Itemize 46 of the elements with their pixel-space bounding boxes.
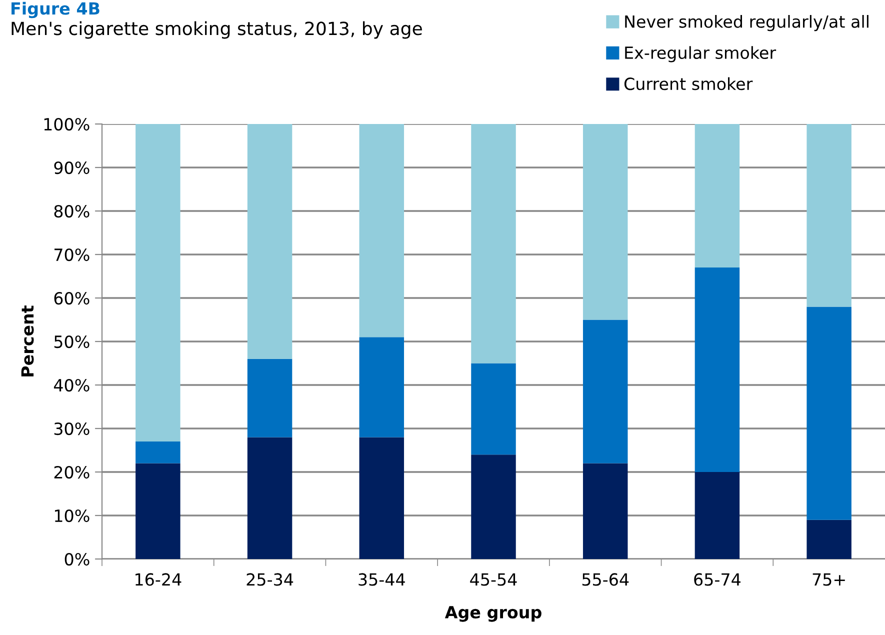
bar xyxy=(806,124,852,307)
bar xyxy=(806,306,852,520)
y-tick-label: 70% xyxy=(54,248,90,262)
y-tick-label: 10% xyxy=(54,509,90,522)
y-tick-label: 90% xyxy=(54,161,90,174)
bar xyxy=(247,437,292,559)
bar xyxy=(359,437,404,559)
bar xyxy=(359,124,404,338)
x-tick-label: 45-54 xyxy=(470,573,517,586)
bar xyxy=(582,320,628,464)
x-tick-label: 16-24 xyxy=(136,573,182,586)
y-tick-label: 50% xyxy=(54,335,90,348)
x-tick-label: 55-64 xyxy=(582,573,629,586)
bar xyxy=(582,463,628,559)
legend-label: Ex-regular smoker xyxy=(625,46,776,62)
bar xyxy=(359,337,404,438)
bar xyxy=(471,363,516,455)
bar xyxy=(471,454,516,559)
x-tick-label: 75+ xyxy=(812,573,845,586)
bar xyxy=(806,520,852,559)
bar xyxy=(582,124,628,320)
x-tick-label: 35-44 xyxy=(358,573,405,586)
x-axis-title: Age group xyxy=(444,606,542,622)
bar xyxy=(694,472,740,559)
x-tick-label: 25-34 xyxy=(246,573,294,586)
bar xyxy=(136,463,180,559)
bar xyxy=(694,124,740,268)
y-tick-label: 20% xyxy=(54,466,90,479)
legend-label: Current smoker xyxy=(624,77,753,90)
bar xyxy=(247,358,292,438)
y-tick-label: 80% xyxy=(54,204,90,218)
y-tick-label: 100% xyxy=(44,118,90,131)
bar xyxy=(136,442,180,464)
bar xyxy=(471,124,516,364)
y-tick-label: 30% xyxy=(54,422,90,436)
y-tick-label: 40% xyxy=(54,378,90,392)
bar xyxy=(694,268,740,472)
bar xyxy=(247,124,292,359)
chart-subtitle: Men's cigarette smoking status, 2013, by age xyxy=(12,21,422,39)
legend-label: Never smoked regularly/at all xyxy=(625,15,868,32)
y-axis-title: Percent xyxy=(21,306,34,376)
y-tick-label: 0% xyxy=(64,552,90,566)
y-tick-label: 60% xyxy=(54,292,90,305)
bar xyxy=(136,124,180,442)
x-tick-label: 65-74 xyxy=(694,573,740,586)
chart-title: Figure 4B xyxy=(12,2,100,18)
